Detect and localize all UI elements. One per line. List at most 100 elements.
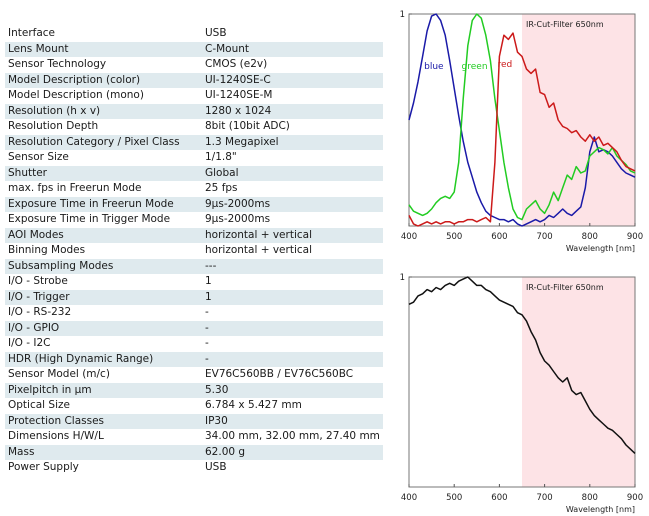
spec-value: Global (197, 165, 383, 181)
ir-cut-filter-annotation: IR-Cut-Filter 650nm (526, 283, 604, 292)
spec-label: Dimensions H/W/L (8, 430, 104, 442)
spec-value: 1.3 Megapixel (197, 134, 383, 150)
spec-row: Interface USB (5, 26, 383, 42)
spec-label: Interface (8, 27, 56, 39)
spec-label: HDR (High Dynamic Range) (5, 351, 197, 367)
x-tick-label: 500 (446, 232, 462, 242)
spec-value: 25 fps (205, 182, 238, 194)
spec-value: - (197, 351, 383, 367)
series-label-red: red (497, 60, 512, 70)
spec-row: HDR (High Dynamic Range) - (5, 351, 383, 367)
spec-label: I/O - RS-232 (8, 306, 72, 318)
x-tick-label: 900 (627, 232, 643, 242)
x-tick-label: 500 (446, 493, 462, 503)
spec-label: Model Description (color) (5, 72, 197, 88)
spec-label: Sensor Technology (8, 58, 107, 70)
spec-value: IP30 (197, 413, 383, 429)
ir-cut-filter-annotation: IR-Cut-Filter 650nm (526, 20, 604, 29)
x-tick-label: 800 (582, 493, 598, 503)
spec-value: C-Mount (197, 41, 383, 57)
spec-row: Sensor Size 1/1.8" (5, 150, 383, 166)
spec-label: Protection Classes (5, 413, 197, 429)
series-line-response (408, 276, 636, 454)
series-line-green (408, 13, 636, 221)
spec-row: Model Description (mono) UI-1240SE-M (5, 88, 383, 104)
spec-value: - (205, 337, 209, 349)
spec-value: UI-1240SE-M (205, 89, 273, 101)
spec-value: 6.784 x 5.427 mm (205, 399, 302, 411)
spec-label: Optical Size (8, 399, 70, 411)
spec-value: horizontal + vertical (197, 227, 383, 243)
spec-row: Dimensions H/W/L 34.00 mm, 32.00 mm, 27.4… (5, 429, 383, 445)
spec-label: I/O - Trigger (5, 289, 197, 305)
x-tick-label: 400 (401, 232, 417, 242)
spec-label: Resolution (h x v) (5, 103, 197, 119)
spec-label: Binning Modes (8, 244, 86, 256)
spec-value: 1 (205, 275, 212, 287)
spec-row: Protection Classes IP30 (5, 413, 383, 429)
spec-label: Exposure Time in Trigger Mode (8, 213, 171, 225)
spec-value: - (205, 306, 209, 318)
ir-cut-filter-region (522, 14, 635, 226)
spec-value: 1 (197, 289, 383, 305)
series-line-blue (408, 13, 636, 227)
spec-row: Power Supply USB (5, 460, 383, 476)
spec-value: 8bit (10bit ADC) (205, 120, 290, 132)
x-tick-label: 800 (582, 232, 598, 242)
series-label-green: green (462, 62, 488, 72)
y-tick-label: 1 (400, 10, 405, 20)
spec-value: UI-1240SE-C (197, 72, 383, 88)
spec-row: AOI Modes horizontal + vertical (5, 227, 383, 243)
spec-label: AOI Modes (5, 227, 197, 243)
spec-label: I/O - Strobe (8, 275, 68, 287)
spec-row: Exposure Time in Trigger Mode 9µs-2000ms (5, 212, 383, 228)
x-tick-label: 700 (536, 493, 552, 503)
spec-label: Pixelpitch in µm (5, 382, 197, 398)
spec-value: USB (205, 461, 227, 473)
spectral-response-chart: 400 500 600 700 800 900 1 Wavelength [nm] IR-Cut… (400, 10, 644, 253)
spec-value: - (197, 320, 383, 336)
spec-label: Subsampling Modes (5, 258, 197, 274)
spec-row: Resolution Depth 8bit (10bit ADC) (5, 119, 383, 135)
spec-label: I/O - GPIO (5, 320, 197, 336)
spec-row: Sensor Model (m/c) EV76C560BB / EV76C560B… (5, 367, 383, 383)
spec-row: Mass 62.00 g (5, 444, 383, 460)
spec-row: Optical Size 6.784 x 5.427 mm (5, 398, 383, 414)
spec-row: max. fps in Freerun Mode 25 fps (5, 181, 383, 197)
spec-label: Mass (5, 444, 197, 460)
spec-value: CMOS (e2v) (205, 58, 268, 70)
spec-row: Resolution (h x v) 1280 x 1024 (5, 103, 383, 119)
spec-row: I/O - I2C - (5, 336, 383, 352)
spec-row: Resolution Category / Pixel Class 1.3 Meg… (5, 134, 383, 150)
spec-label: Model Description (mono) (8, 89, 144, 101)
spec-row: Binning Modes horizontal + vertical (5, 243, 383, 259)
spec-label: Lens Mount (5, 41, 197, 57)
x-axis-label: Wavelength [nm] (566, 244, 635, 253)
spec-label: Shutter (5, 165, 197, 181)
spec-value: EV76C560BB / EV76C560BC (205, 368, 354, 380)
x-tick-label: 700 (536, 232, 552, 242)
spec-value: 5.30 (197, 382, 383, 398)
spec-row: Sensor Technology CMOS (e2v) (5, 57, 383, 73)
spec-value: USB (205, 27, 227, 39)
spec-label: Resolution Depth (8, 120, 99, 132)
spec-row: Subsampling Modes --- (5, 258, 383, 274)
mono-response-chart: 400 500 600 700 800 900 1 Wavelength [nm] IR-Cut… (400, 273, 644, 514)
spec-row: I/O - GPIO - (5, 320, 383, 336)
x-tick-label: 600 (491, 493, 507, 503)
specification-table: Interface USB Lens Mount C-Mount Sensor Tech… (5, 26, 383, 476)
x-tick-label: 900 (627, 493, 643, 503)
spec-value: 1280 x 1024 (197, 103, 383, 119)
spec-label: max. fps in Freerun Mode (8, 182, 142, 194)
spec-label: Exposure Time in Freerun Mode (5, 196, 197, 212)
spec-row: Exposure Time in Freerun Mode 9µs-2000ms (5, 196, 383, 212)
spec-value: --- (197, 258, 383, 274)
spec-row: Pixelpitch in µm 5.30 (5, 382, 383, 398)
spec-row: Shutter Global (5, 165, 383, 181)
spec-label: Sensor Model (m/c) (8, 368, 110, 380)
spec-row: Lens Mount C-Mount (5, 41, 383, 57)
spec-row: I/O - Strobe 1 (5, 274, 383, 290)
x-tick-label: 400 (401, 493, 417, 503)
spec-value: 34.00 mm, 32.00 mm, 27.40 mm (205, 430, 380, 442)
y-tick-label: 1 (400, 273, 405, 283)
